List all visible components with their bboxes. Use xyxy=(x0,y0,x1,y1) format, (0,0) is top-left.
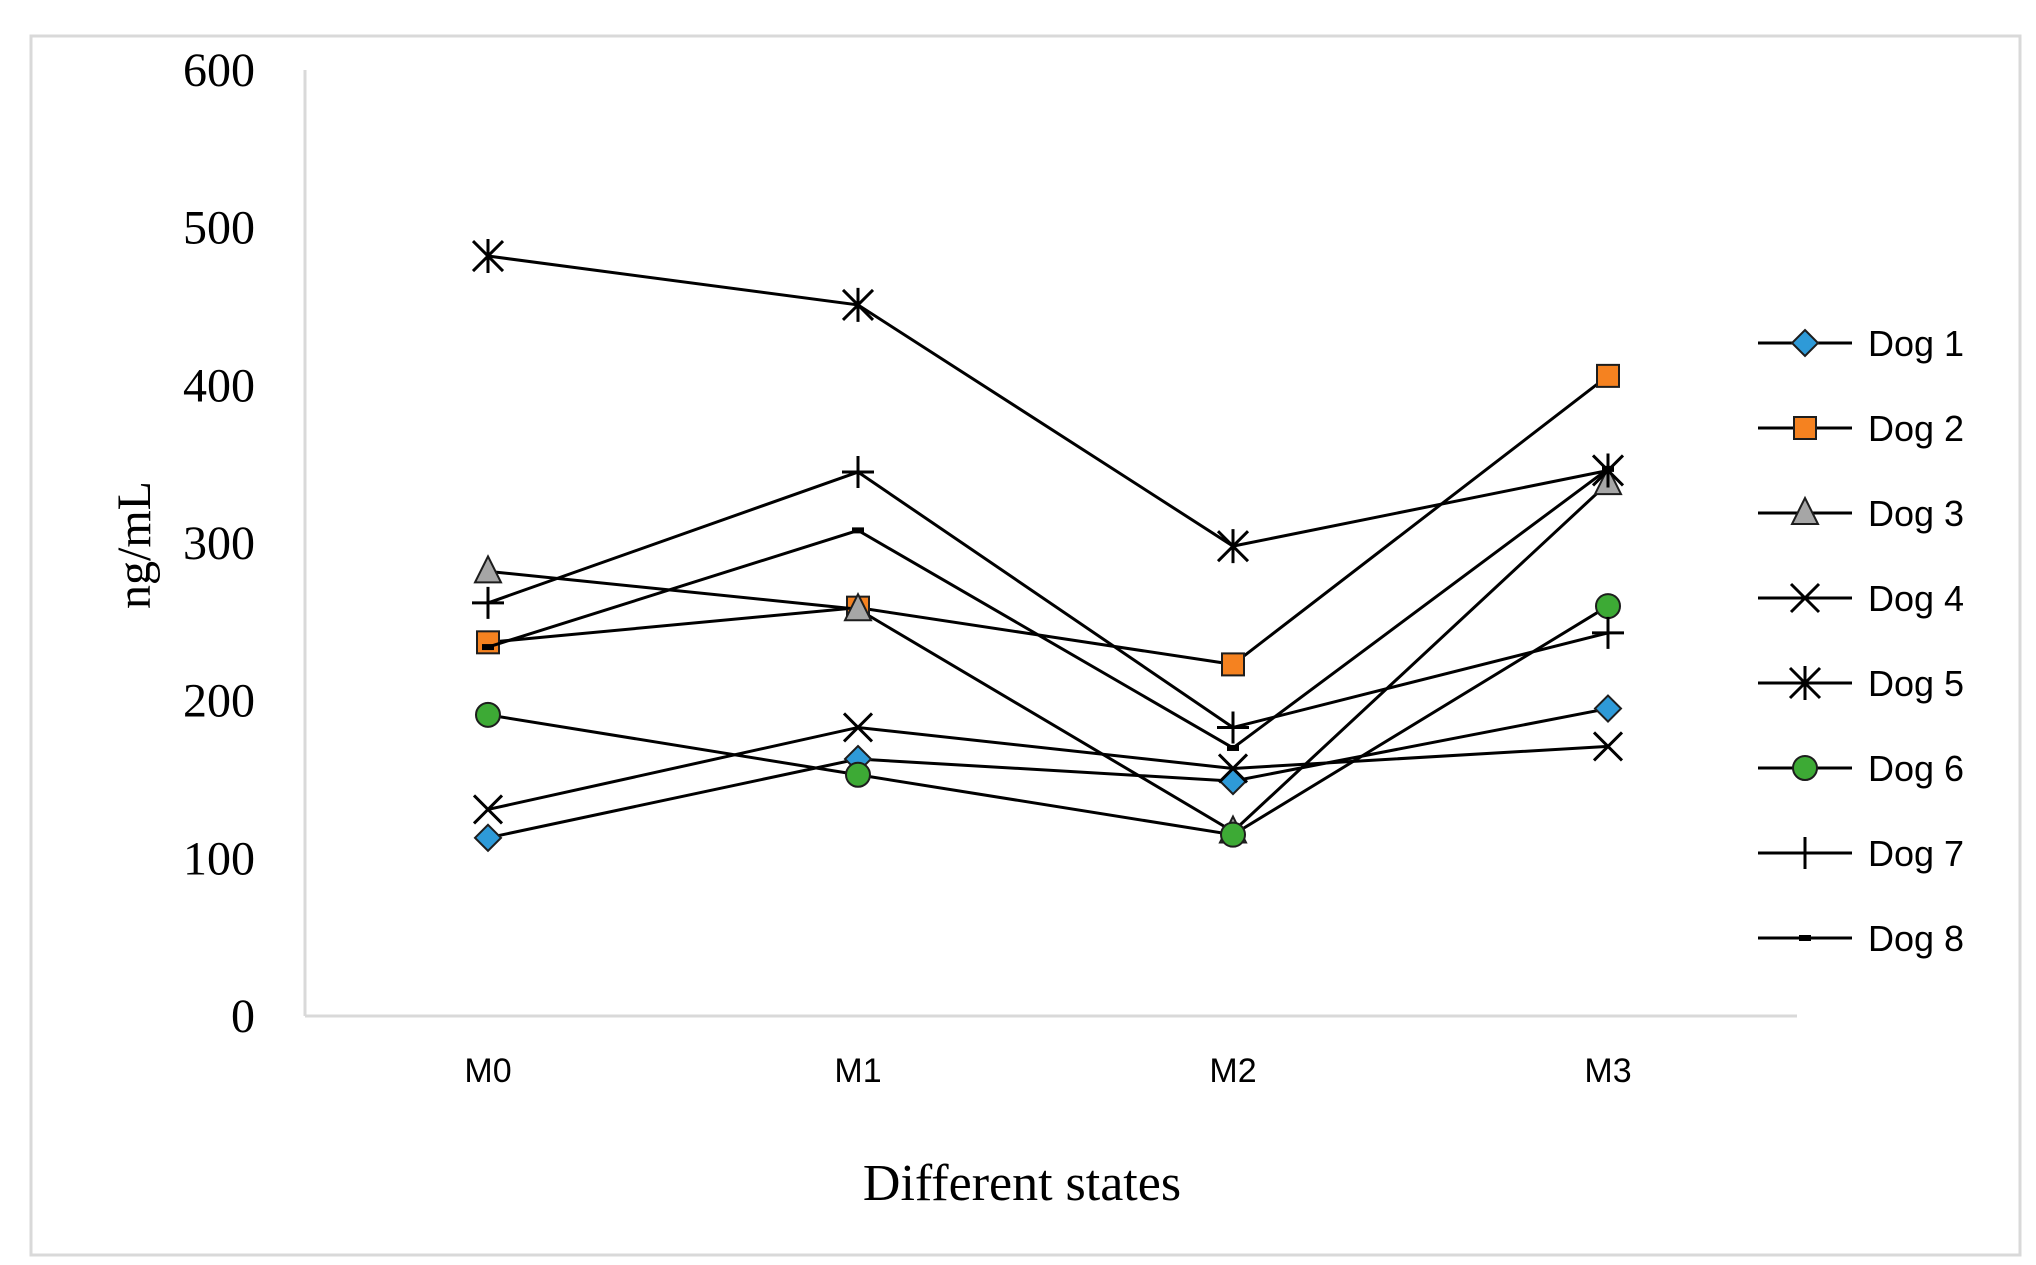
x-tick-label: M3 xyxy=(1584,1052,1631,1090)
x-tick-label: M1 xyxy=(834,1052,881,1090)
legend-label: Dog 7 xyxy=(1868,833,1964,874)
data-point xyxy=(473,554,503,584)
series-6 xyxy=(475,593,1621,848)
legend-marker xyxy=(1799,935,1811,941)
legend-marker xyxy=(1789,582,1821,614)
data-point xyxy=(841,287,875,322)
legend-marker xyxy=(1789,837,1821,869)
legend-item-3: Dog 3 xyxy=(1758,493,1964,534)
y-tick-label: 100 xyxy=(183,832,255,885)
data-point xyxy=(1217,753,1249,784)
data-point xyxy=(1227,744,1239,751)
y-tick-label: 300 xyxy=(183,517,255,570)
data-point xyxy=(1595,593,1621,620)
legend-marker xyxy=(1793,416,1817,440)
y-tick-label: 400 xyxy=(183,359,255,412)
data-point xyxy=(475,701,501,728)
data-point xyxy=(842,712,874,743)
y-tick-label: 600 xyxy=(183,44,255,97)
data-point xyxy=(1220,821,1246,848)
data-point xyxy=(473,823,503,853)
series-7 xyxy=(472,456,1624,744)
legend-item-2: Dog 2 xyxy=(1758,408,1964,449)
series-line xyxy=(487,481,1610,834)
x-tick-label: M2 xyxy=(1209,1052,1256,1090)
legend-marker xyxy=(1790,495,1820,525)
data-point xyxy=(843,591,873,622)
data-point xyxy=(1221,652,1245,677)
chart-border xyxy=(29,34,2022,1257)
x-axis-title: Different states xyxy=(863,1155,1181,1212)
legend-label: Dog 1 xyxy=(1868,323,1964,364)
data-point xyxy=(1216,529,1250,564)
data-point xyxy=(1592,731,1624,762)
series-line xyxy=(487,707,1609,840)
data-point xyxy=(845,761,871,788)
data-point xyxy=(1217,711,1249,744)
legend-label: Dog 3 xyxy=(1868,493,1964,534)
legend-marker xyxy=(1790,328,1820,358)
series-layer xyxy=(471,239,1625,853)
y-axis-title: ng/mL xyxy=(108,481,161,609)
series-line xyxy=(487,604,1609,837)
series-line xyxy=(487,467,1609,750)
legend: Dog 1 Dog 2 Dog 3 Dog 4 Dog 5 Dog 6 Dog 7 Dog 8 xyxy=(1758,323,1964,959)
y-tick-label: 200 xyxy=(183,675,255,728)
data-point xyxy=(482,644,494,651)
data-point xyxy=(1592,616,1624,649)
x-tick-label: M0 xyxy=(464,1052,511,1090)
legend-item-1: Dog 1 xyxy=(1758,323,1964,364)
series-4 xyxy=(472,712,1624,825)
data-point xyxy=(1593,694,1623,723)
series-line xyxy=(487,254,1609,548)
legend-item-7: Dog 7 xyxy=(1758,833,1964,874)
legend-marker xyxy=(1792,755,1818,781)
y-tick-label: 0 xyxy=(231,990,255,1043)
data-point xyxy=(1602,465,1614,472)
legend-item-4: Dog 4 xyxy=(1758,578,1964,619)
series-line xyxy=(487,725,1609,811)
legend-label: Dog 4 xyxy=(1868,578,1964,619)
data-point xyxy=(471,239,505,274)
data-point xyxy=(472,794,504,825)
legend-marker xyxy=(1788,666,1822,700)
x-tick-labels: M0 M1 M2 M3 xyxy=(464,1052,1631,1090)
legend-label: Dog 2 xyxy=(1868,408,1964,449)
series-8 xyxy=(482,465,1614,751)
legend-item-6: Dog 6 xyxy=(1758,748,1964,789)
y-tick-labels: 0 100 200 300 400 500 600 xyxy=(183,44,255,1043)
data-point xyxy=(842,456,874,489)
legend-item-8: Dog 8 xyxy=(1758,918,1964,959)
y-tick-label: 500 xyxy=(183,202,255,255)
legend-label: Dog 8 xyxy=(1868,918,1964,959)
legend-label: Dog 5 xyxy=(1868,663,1964,704)
series-line xyxy=(487,470,1609,730)
legend-label: Dog 6 xyxy=(1868,748,1964,789)
series-line xyxy=(487,374,1609,666)
data-point xyxy=(472,586,504,619)
data-point xyxy=(852,527,864,534)
legend-item-5: Dog 5 xyxy=(1758,663,1964,704)
data-point xyxy=(1596,363,1620,388)
